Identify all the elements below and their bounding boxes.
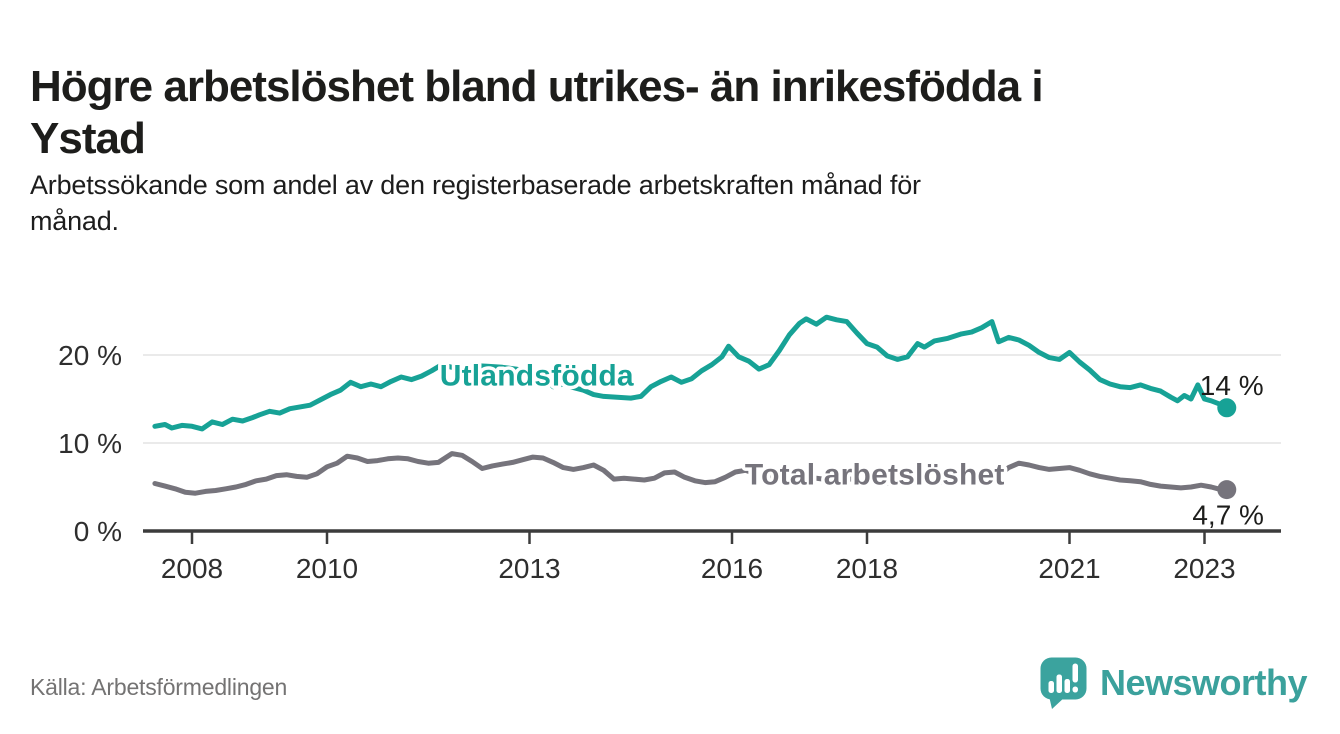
x-axis-tick-label: 2013	[498, 553, 560, 584]
newsworthy-logo-text: Newsworthy	[1099, 662, 1308, 703]
x-axis-tick-label: 2018	[836, 553, 898, 584]
x-axis-tick-label: 2016	[701, 553, 763, 584]
series-end-dot	[1217, 398, 1237, 418]
end-value-utlandsfodda: 14 %	[1200, 370, 1264, 401]
chart-subtitle: Arbetssökande som andel av den registerb…	[30, 168, 1270, 240]
source-note: Källa: Arbetsförmedlingen	[30, 674, 288, 700]
newsworthy-logo: Newsworthy	[1039, 656, 1308, 710]
x-axis-tick-label: 2021	[1038, 553, 1100, 584]
series-line-utlandsfodda	[152, 314, 1230, 432]
series-end-dot	[1217, 480, 1237, 500]
x-axis-tick-label: 2023	[1173, 553, 1235, 584]
series-line-total	[152, 451, 1230, 496]
y-axis-tick-label: 10 %	[58, 428, 122, 459]
x-axis-tick-label: 2008	[161, 553, 223, 584]
series-label-utlandsfodda: Utlandsfödda	[440, 359, 634, 392]
x-axis-tick-label: 2010	[296, 553, 358, 584]
page-title: Högre arbetslöshet bland utrikes- än inr…	[30, 61, 1310, 163]
chart-subtitle-line1: Arbetssökande som andel av den registerb…	[30, 170, 921, 200]
page-title-line2: Ystad	[30, 113, 146, 163]
newsworthy-logo-icon	[1040, 657, 1087, 709]
line-chart: 0 % 10 % 20 % 2008 2010 2013 2016 2018 2021 2023 U…	[58, 314, 1281, 584]
end-value-total: 4,7 %	[1192, 499, 1264, 530]
y-axis-tick-label: 20 %	[58, 340, 122, 371]
y-axis-tick-label: 0 %	[74, 516, 122, 547]
page-title-line1: Högre arbetslöshet bland utrikes- än inr…	[30, 62, 1044, 112]
series-label-total: Total arbetslöshet	[745, 458, 1005, 491]
chart-subtitle-line2: månad.	[30, 205, 119, 236]
